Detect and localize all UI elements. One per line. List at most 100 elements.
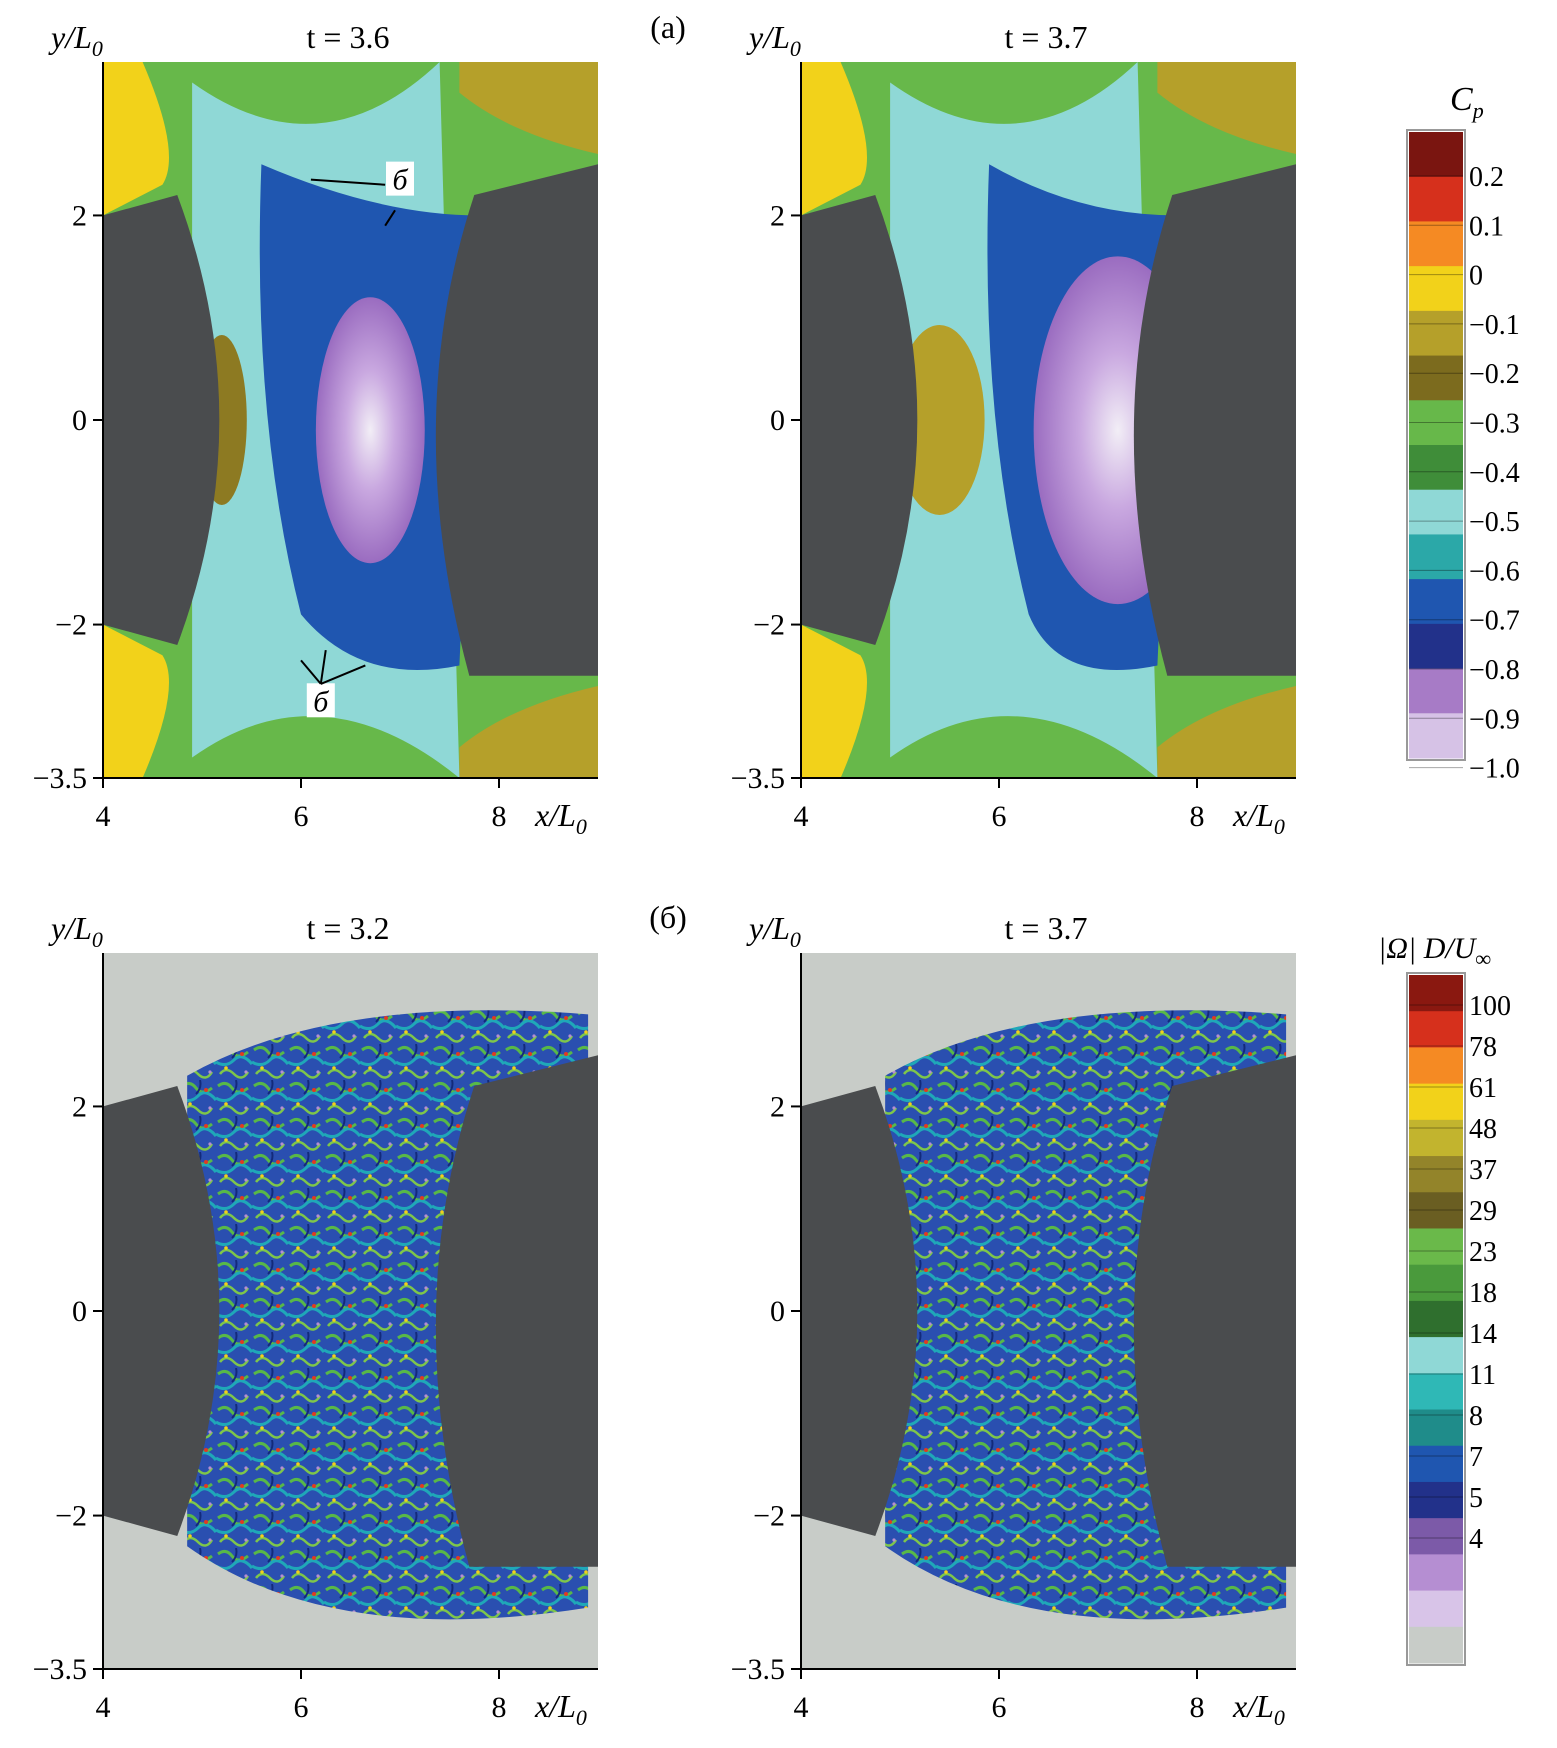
x-axis-label: x/L0 xyxy=(534,1688,587,1730)
subscript: 0 xyxy=(92,36,103,61)
y-tick-label: −3.5 xyxy=(731,1653,785,1686)
colorbar-cp-label: −0.9 xyxy=(1469,704,1520,735)
y-tick-label: 0 xyxy=(72,404,87,437)
x-tick-label: 8 xyxy=(492,1691,507,1724)
colorbar-vorticity-swatch xyxy=(1409,1300,1463,1338)
x-tick-label: 6 xyxy=(992,1691,1007,1724)
colorbar-cp-swatch xyxy=(1409,489,1463,535)
annotation-box xyxy=(306,683,335,718)
colorbar-cp-label: −0.7 xyxy=(1469,606,1520,637)
colorbar-cp-swatch xyxy=(1409,132,1463,178)
colorbar-vorticity-label: 4 xyxy=(1469,1524,1483,1555)
cylinder-right xyxy=(435,164,598,676)
subscript: 0 xyxy=(1274,1705,1285,1730)
time-label: t = 3.7 xyxy=(1005,910,1088,946)
subscript: 0 xyxy=(92,927,103,952)
colorbar-vorticity-label: 14 xyxy=(1469,1319,1497,1350)
colorbar-cp-label: −0.8 xyxy=(1469,655,1520,686)
cylinder-right xyxy=(1133,1055,1296,1567)
colorbar-cp-label: 0 xyxy=(1469,261,1483,292)
cylinder-left xyxy=(801,194,918,646)
colorbar-cp-swatch xyxy=(1409,266,1463,312)
colorbar-cp-swatch xyxy=(1409,400,1463,446)
y-tick-label: −2 xyxy=(753,1500,785,1533)
colorbar-vorticity-label: 8 xyxy=(1469,1401,1483,1432)
colorbar-vorticity-swatch xyxy=(1409,975,1463,1012)
cylinder-right xyxy=(1133,164,1296,676)
cp-region-high xyxy=(801,624,867,778)
colorbar-vorticity-title: |Ω| D/U∞ xyxy=(1378,932,1491,971)
annotation-leader xyxy=(319,649,327,685)
y-tick-label: 0 xyxy=(72,1295,87,1328)
colorbar-vorticity-swatch xyxy=(1409,1518,1463,1555)
cylinder-left xyxy=(103,194,220,646)
y-tick-label: 0 xyxy=(770,404,785,437)
colorbar-vorticity-swatch xyxy=(1409,1228,1463,1266)
colorbar-vorticity-label: 23 xyxy=(1469,1237,1497,1268)
y-tick-label: −2 xyxy=(55,609,87,642)
colorbar-vorticity-label: 7 xyxy=(1469,1442,1483,1473)
cp-region-olive xyxy=(459,62,598,155)
subscript: 0 xyxy=(790,927,801,952)
cp-region-olive xyxy=(1157,62,1296,155)
subscript: 0 xyxy=(576,814,587,839)
colorbar-vorticity-label: 48 xyxy=(1469,1114,1497,1145)
colorbar-cp-label: −1.0 xyxy=(1469,754,1520,785)
colorbar-cp-swatch xyxy=(1409,176,1463,222)
field-plot xyxy=(801,62,1296,778)
colorbar-cp-label: −0.2 xyxy=(1469,359,1520,390)
colorbar-vorticity-label: 5 xyxy=(1469,1483,1483,1514)
subscript: p xyxy=(1471,98,1484,123)
vortex-annotation-label: б xyxy=(392,164,408,197)
colorbar-cp-swatch xyxy=(1409,445,1463,491)
cp-region-olive xyxy=(459,685,598,778)
y-tick-label: 2 xyxy=(770,199,785,232)
cylinder-left xyxy=(801,1085,918,1537)
vortex-annotation-label: б xyxy=(313,685,329,718)
y-tick-label: −3.5 xyxy=(731,762,785,795)
colorbar-vorticity-swatch xyxy=(1409,1047,1463,1085)
colorbar-cp-label: 0.2 xyxy=(1469,162,1504,193)
time-label: t = 3.7 xyxy=(1005,19,1088,55)
annotation-leader xyxy=(320,664,366,685)
field-plot xyxy=(103,953,598,1669)
colorbar-vorticity-label: 11 xyxy=(1469,1360,1496,1391)
colorbar-vorticity-swatch xyxy=(1409,1337,1463,1374)
x-tick-label: 6 xyxy=(294,800,309,833)
x-tick-label: 8 xyxy=(1190,1691,1205,1724)
colorbar-vorticity-frame xyxy=(1406,972,1466,1666)
y-tick-label: −2 xyxy=(753,609,785,642)
subscript: 0 xyxy=(790,36,801,61)
panel-b-right xyxy=(791,953,1296,1679)
y-tick-label: −3.5 xyxy=(33,762,87,795)
colorbar-vorticity-swatch xyxy=(1409,1626,1463,1664)
colorbar-vorticity-swatch xyxy=(1409,1373,1463,1411)
time-label: t = 3.6 xyxy=(307,19,390,55)
colorbar-cp-swatch xyxy=(1409,534,1463,580)
colorbar-cp-swatch xyxy=(1409,355,1463,401)
x-tick-label: 4 xyxy=(794,800,809,833)
colorbar-cp-swatch xyxy=(1409,579,1463,625)
x-tick-label: 8 xyxy=(492,800,507,833)
colorbar-cp-frame xyxy=(1406,129,1466,761)
colorbar-vorticity-swatch xyxy=(1409,1409,1463,1447)
x-tick-label: 4 xyxy=(96,1691,111,1724)
field-plot xyxy=(103,62,598,778)
cp-region-high xyxy=(801,62,867,216)
colorbar-cp-label: −0.3 xyxy=(1469,409,1520,440)
cp-region-high xyxy=(103,624,169,778)
y-tick-label: 0 xyxy=(770,1295,785,1328)
colorbar-vorticity-swatch xyxy=(1409,1481,1463,1519)
colorbar-cp-label: −0.4 xyxy=(1469,458,1520,489)
panel-a-left xyxy=(93,62,598,788)
colorbar-vorticity-label: 29 xyxy=(1469,1196,1497,1227)
y-tick-label: 2 xyxy=(72,1090,87,1123)
colorbar-cp-title: Cp xyxy=(1450,81,1484,123)
colorbar-cp-label: −0.6 xyxy=(1469,556,1520,587)
colorbar-cp-swatch xyxy=(1409,310,1463,357)
annotation-leader xyxy=(310,178,386,186)
annotation-box xyxy=(386,161,414,196)
y-tick-label: 2 xyxy=(72,199,87,232)
colorbar-vorticity-label: 18 xyxy=(1469,1278,1497,1309)
